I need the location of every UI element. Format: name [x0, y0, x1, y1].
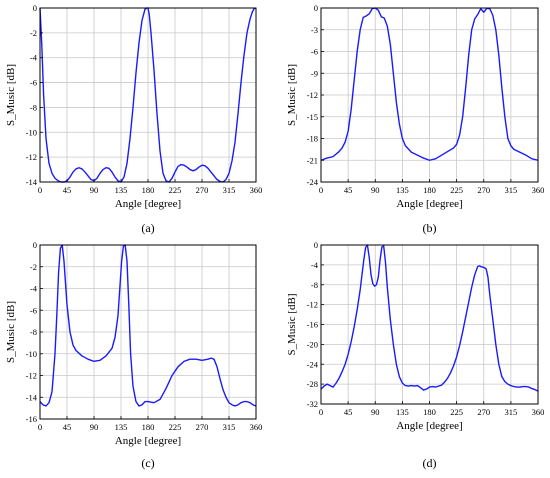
x-axis-label: Angle [degree] [396, 420, 462, 432]
x-tick-label: 45 [63, 422, 72, 432]
y-axis-label: S_Music [dB] [286, 293, 298, 355]
y-tick-label: -16 [26, 414, 37, 424]
y-tick-label: -6 [30, 78, 37, 88]
y-tick-label: -12 [26, 371, 37, 381]
panel-caption: (d) [423, 456, 437, 470]
x-tick-label: 0 [319, 407, 323, 417]
x-tick-label: 90 [371, 407, 380, 417]
y-tick-label: -4 [311, 260, 319, 270]
x-tick-label: 360 [532, 407, 545, 417]
y-tick-label: -14 [26, 177, 38, 187]
y-tick-label: -21 [307, 155, 318, 165]
y-tick-label: 0 [33, 240, 37, 250]
x-tick-label: 270 [477, 185, 490, 195]
y-axis-label: S_Music [dB] [5, 64, 17, 126]
y-tick-label: -8 [30, 102, 37, 112]
x-tick-label: 45 [344, 185, 353, 195]
x-tick-label: 315 [505, 185, 518, 195]
y-axis-label: S_Music [dB] [5, 301, 17, 363]
x-tick-label: 360 [250, 422, 263, 432]
x-axis-label: Angle [degree] [115, 435, 181, 447]
y-tick-label: -8 [311, 280, 318, 290]
y-tick-label: -4 [30, 53, 38, 63]
x-tick-label: 0 [38, 422, 42, 432]
y-tick-label: -2 [30, 262, 37, 272]
y-tick-label: -12 [307, 90, 318, 100]
y-tick-label: -4 [30, 284, 38, 294]
x-tick-label: 270 [196, 422, 209, 432]
x-tick-label: 45 [344, 407, 353, 417]
x-tick-label: 225 [169, 422, 182, 432]
panel-caption: (a) [141, 221, 154, 235]
y-tick-label: -14 [26, 392, 38, 402]
y-tick-label: -24 [307, 359, 319, 369]
x-tick-label: 180 [142, 422, 155, 432]
x-tick-label: 360 [532, 185, 545, 195]
y-tick-label: -16 [307, 320, 318, 330]
y-tick-label: -6 [311, 47, 318, 57]
x-tick-label: 315 [223, 422, 236, 432]
x-tick-label: 270 [196, 185, 209, 195]
y-tick-label: 0 [33, 3, 37, 13]
x-tick-label: 0 [38, 185, 42, 195]
x-tick-label: 180 [423, 185, 436, 195]
chart-panel-c: 0 45 90 135 180 225 270 315 360 -16 -14 -12 -10 -8 -6 -… [5, 240, 262, 470]
y-tick-label: -2 [30, 28, 37, 38]
y-tick-label: -10 [26, 349, 37, 359]
y-tick-label: -18 [307, 134, 318, 144]
x-tick-label: 315 [223, 185, 236, 195]
x-tick-label: 135 [115, 422, 128, 432]
x-tick-label: 0 [319, 185, 323, 195]
y-tick-label: -8 [30, 327, 37, 337]
x-tick-label: 270 [477, 407, 490, 417]
x-tick-label: 90 [90, 422, 99, 432]
x-tick-label: 135 [396, 407, 409, 417]
x-tick-label: 225 [450, 185, 463, 195]
x-tick-label: 45 [63, 185, 72, 195]
y-axis-label: S_Music [dB] [286, 64, 298, 126]
panel-caption: (b) [423, 221, 437, 235]
x-axis-label: Angle [degree] [396, 198, 462, 210]
chart-panel-b: 0 45 90 135 180 225 270 315 360 -24 -21 -18 -15 -12 -9… [286, 3, 544, 235]
y-tick-label: -3 [311, 25, 318, 35]
y-tick-label: -32 [307, 399, 318, 409]
y-tick-label: -24 [307, 177, 319, 187]
y-tick-label: -12 [26, 152, 37, 162]
x-tick-label: 225 [450, 407, 463, 417]
y-tick-label: -6 [30, 305, 37, 315]
y-tick-label: -10 [26, 127, 37, 137]
series-line [320, 244, 539, 392]
y-tick-label: -20 [307, 339, 318, 349]
x-tick-label: 135 [396, 185, 409, 195]
x-tick-label: 180 [423, 407, 436, 417]
chart-panel-a: 0 45 90 135 180 225 270 315 360 -14 -12 -10 -8 -6 -4 -2… [5, 3, 262, 235]
x-tick-label: 360 [250, 185, 263, 195]
x-tick-label: 180 [142, 185, 155, 195]
y-tick-label: -9 [311, 68, 318, 78]
y-tick-label: -28 [307, 379, 318, 389]
x-tick-label: 225 [169, 185, 182, 195]
x-tick-label: 135 [115, 185, 128, 195]
y-tick-label: 0 [314, 240, 318, 250]
series-line [320, 7, 539, 161]
x-tick-label: 315 [505, 407, 518, 417]
chart-panel-d: 0 45 90 135 180 225 270 315 360 -32 -28 -24 -20 -16 -1… [286, 240, 544, 470]
x-tick-label: 90 [371, 185, 380, 195]
x-tick-label: 90 [90, 185, 99, 195]
series-line [39, 244, 257, 407]
x-axis-label: Angle [degree] [115, 198, 181, 210]
panel-caption: (c) [141, 456, 154, 470]
y-tick-label: 0 [314, 3, 318, 13]
y-tick-label: -15 [307, 112, 318, 122]
y-tick-label: -12 [307, 300, 318, 310]
